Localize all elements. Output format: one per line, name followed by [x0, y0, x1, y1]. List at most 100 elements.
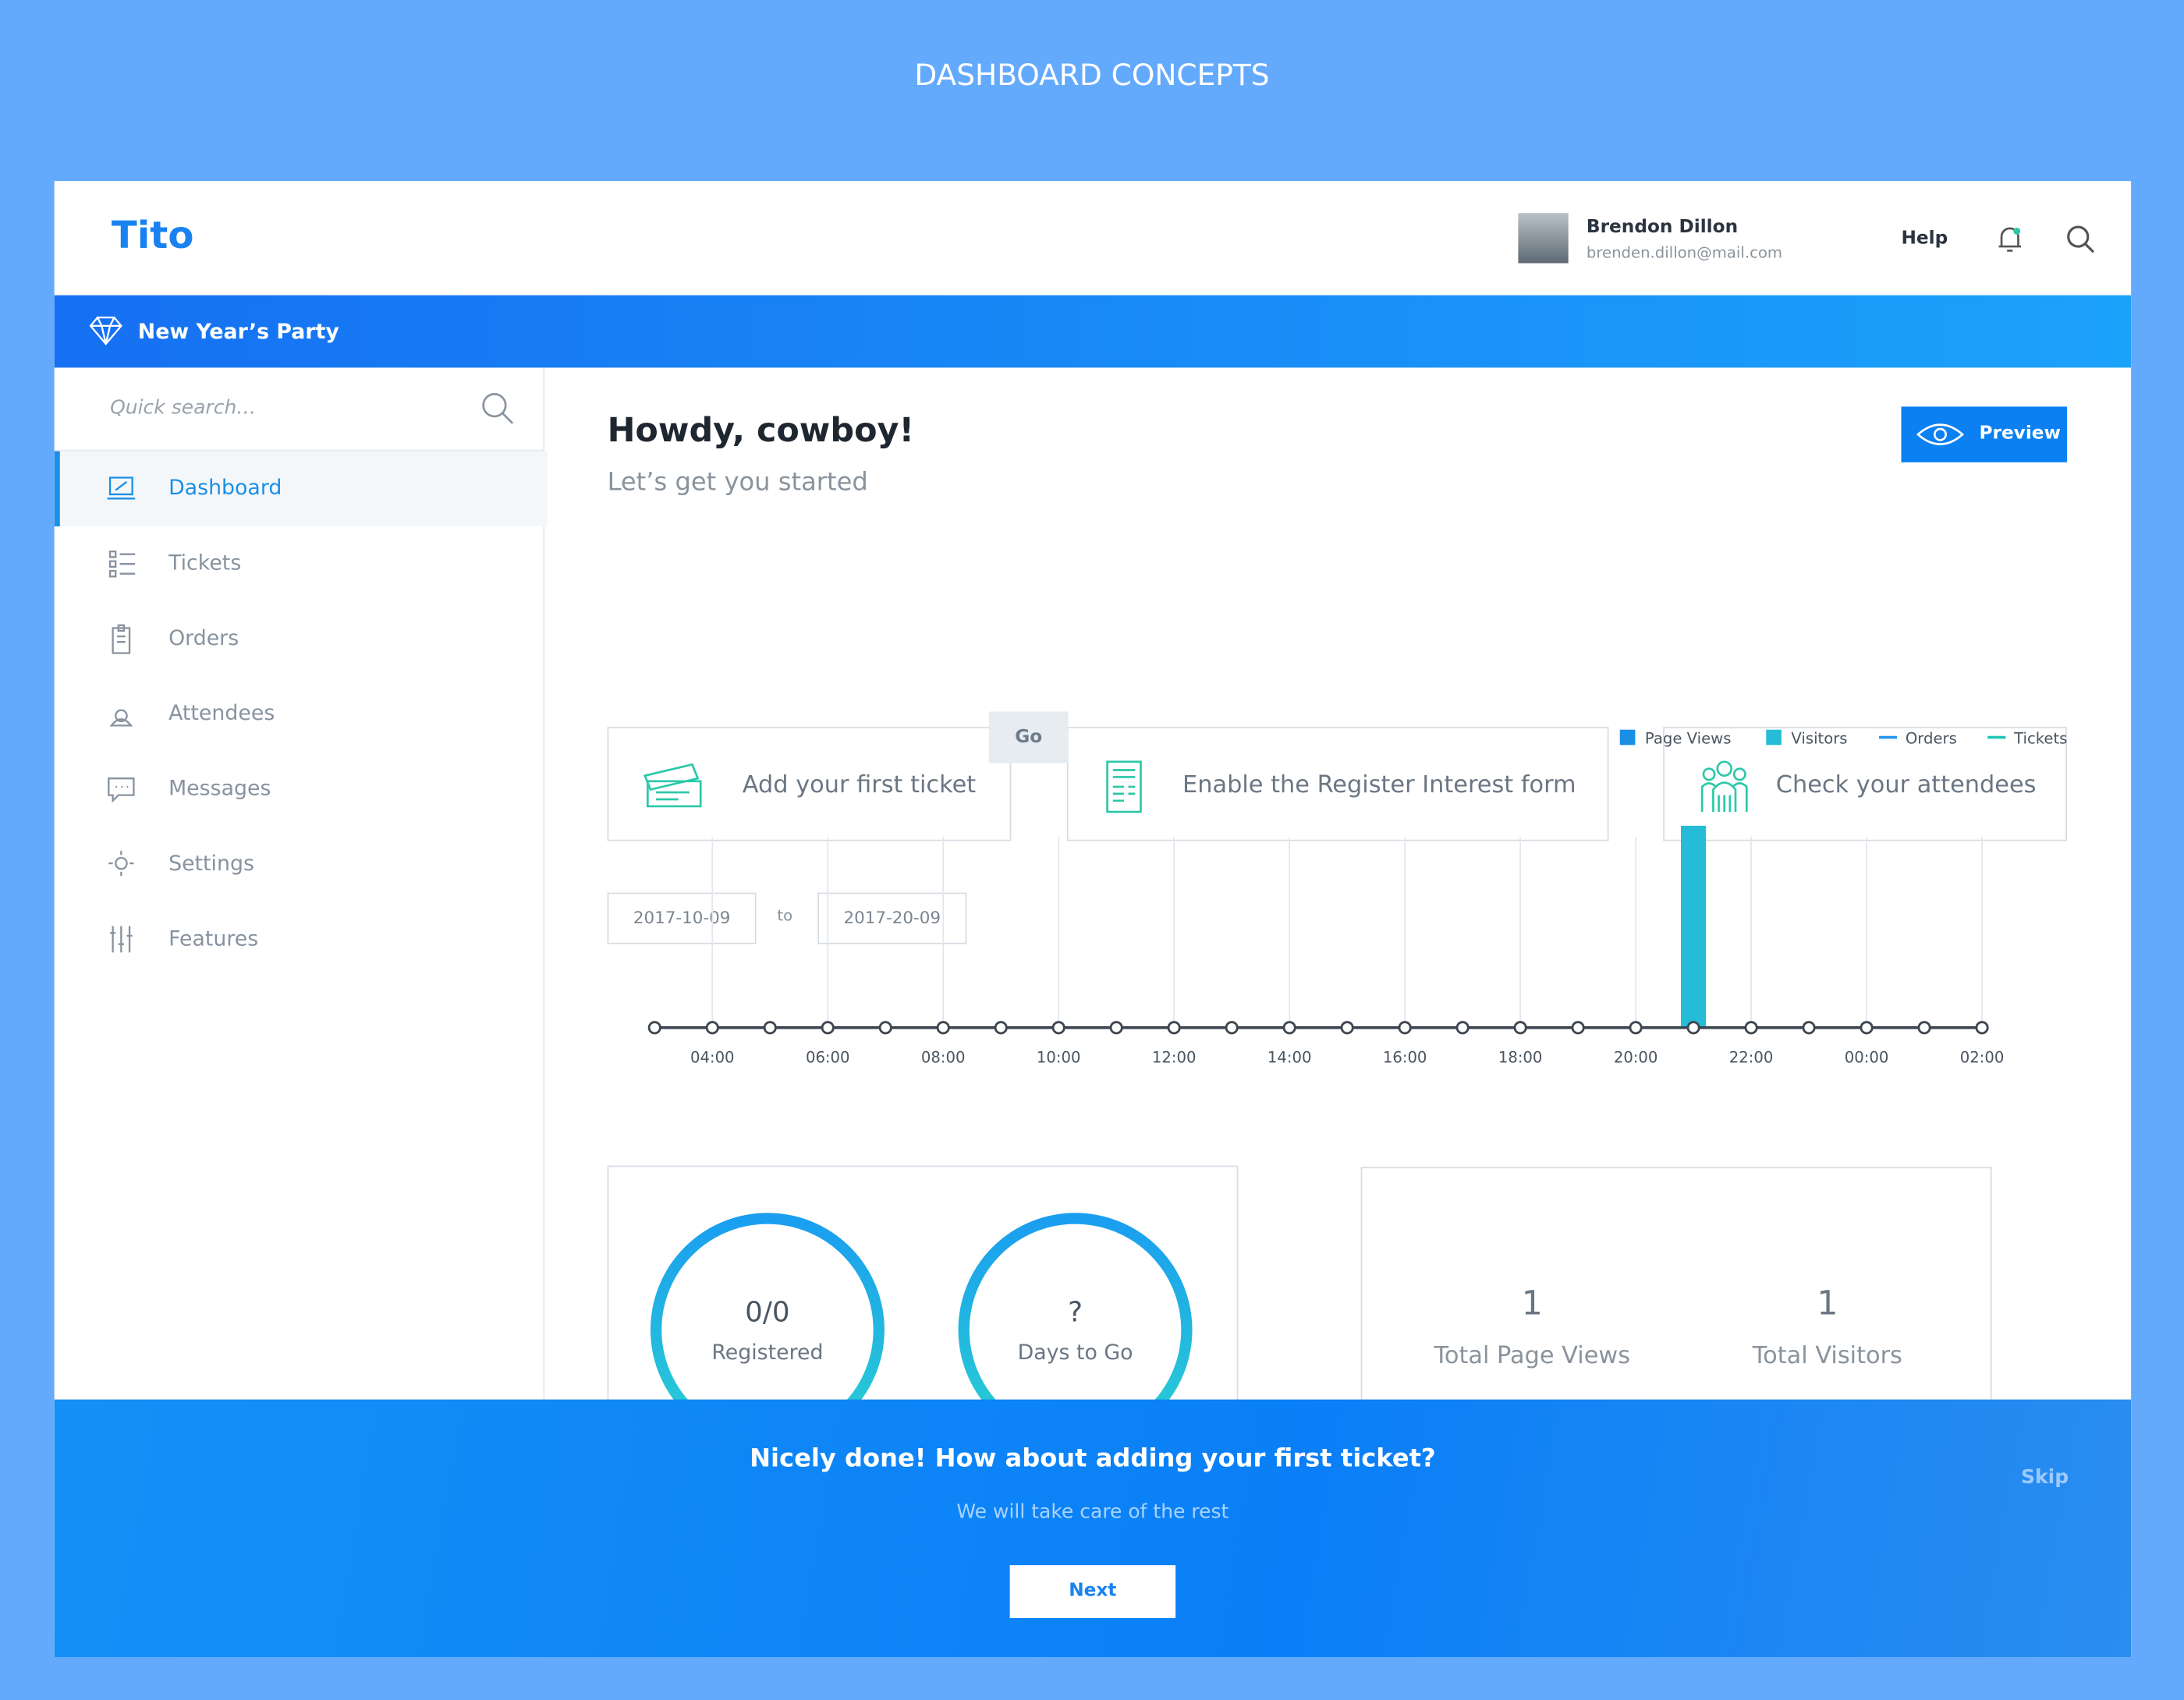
- axis-point: [994, 1021, 1008, 1035]
- event-icon: [89, 316, 122, 345]
- date-to[interactable]: 2017-20-09: [817, 892, 967, 944]
- event-bar: New Year’s Party: [54, 295, 2132, 368]
- nav-icon: [112, 624, 131, 654]
- nav-item[interactable]: Orders: [55, 601, 542, 676]
- nav-icon: [108, 851, 134, 877]
- axis-point: [1225, 1021, 1239, 1035]
- x-tick-label: 04:00: [690, 1048, 735, 1066]
- sidebar-search-icon[interactable]: [480, 391, 516, 427]
- page-views-value: 1: [1521, 1284, 1543, 1323]
- nav-icon: [107, 476, 136, 500]
- banner-title: Nicely done! How about adding your first…: [750, 1443, 1436, 1474]
- legend-swatch: [1619, 729, 1636, 746]
- nav-item[interactable]: Attendees: [55, 677, 542, 752]
- event-title[interactable]: New Year’s Party: [137, 318, 339, 345]
- preview-label: Preview: [1979, 423, 2061, 444]
- visitors-value: 1: [1817, 1284, 1838, 1323]
- axis-point: [1744, 1021, 1758, 1035]
- nav-label: Tickets: [168, 550, 242, 576]
- nav-item[interactable]: Dashboard: [54, 451, 548, 526]
- page-title: DASHBOARD CONCEPTS: [914, 58, 1270, 92]
- visitors-label: Total Visitors: [1752, 1342, 1902, 1371]
- logo[interactable]: Tito: [111, 214, 194, 258]
- axis-point: [763, 1021, 777, 1035]
- axis-point: [1051, 1021, 1065, 1035]
- axis-point: [1513, 1021, 1527, 1035]
- card-label: Add your first ticket: [742, 771, 977, 799]
- card[interactable]: Enable the Register Interest form: [1066, 727, 1609, 841]
- attendees-icon: [1700, 760, 1748, 813]
- help-link[interactable]: Help: [1901, 228, 1948, 250]
- eye-icon: [1916, 423, 1964, 445]
- card-label: Enable the Register Interest form: [1182, 771, 1576, 799]
- bar: [1681, 825, 1707, 1028]
- card[interactable]: Check your attendees: [1663, 727, 2067, 841]
- x-tick-label: 02:00: [1960, 1048, 2005, 1066]
- x-tick-label: 14:00: [1268, 1048, 1312, 1066]
- search-icon[interactable]: [2064, 223, 2097, 257]
- axis-point: [1802, 1021, 1816, 1035]
- x-tick-label: 06:00: [806, 1048, 850, 1066]
- nav-label: Orders: [168, 625, 239, 650]
- x-tick-label: 18:00: [1498, 1048, 1543, 1066]
- user-name[interactable]: Brendon Dillon: [1586, 217, 1739, 239]
- card-label: Check your attendees: [1775, 771, 2037, 799]
- x-tick-label: 12:00: [1152, 1048, 1197, 1066]
- legend-swatch: [1766, 729, 1782, 746]
- app: Tito Brendon Dillon brenden.dillon@mail.…: [54, 181, 2132, 1657]
- axis-point: [647, 1021, 661, 1035]
- nav-item[interactable]: Messages: [55, 752, 542, 827]
- axis-point: [1917, 1021, 1931, 1035]
- x-tick-label: 20:00: [1614, 1048, 1658, 1066]
- sidebar-divider: [543, 367, 545, 1657]
- greeting: Howdy, cowboy!: [607, 410, 915, 450]
- nav-item[interactable]: Features: [55, 902, 542, 977]
- user-email: brenden.dillon@mail.com: [1586, 243, 1783, 262]
- axis-point: [1860, 1021, 1874, 1035]
- x-tick-label: 10:00: [1037, 1048, 1081, 1066]
- nav-item[interactable]: Tickets: [55, 526, 542, 601]
- days-value: ?: [1068, 1294, 1083, 1329]
- page-views-label: Total Page Views: [1434, 1342, 1631, 1371]
- nav-icon: [109, 709, 133, 727]
- axis-point: [1109, 1021, 1123, 1035]
- subtitle: Let’s get you started: [607, 467, 868, 498]
- registered-value: 0/0: [745, 1294, 790, 1329]
- preview-button[interactable]: Preview: [1901, 406, 2067, 462]
- days-label: Days to Go: [1017, 1339, 1133, 1365]
- date-from[interactable]: 2017-10-09: [607, 892, 757, 944]
- axis-point: [1167, 1021, 1181, 1035]
- nav-label: Dashboard: [168, 474, 282, 501]
- date-to-label: to: [777, 906, 793, 925]
- axis-point: [1282, 1021, 1296, 1035]
- avatar[interactable]: [1518, 213, 1569, 264]
- nav-label: Features: [168, 926, 259, 951]
- legend-label: Page Views: [1645, 730, 1732, 748]
- card[interactable]: Add your first ticket: [607, 727, 1012, 841]
- banner-subtitle: We will take care of the rest: [956, 1500, 1229, 1524]
- legend-label: Visitors: [1791, 730, 1847, 748]
- axis-point: [821, 1021, 835, 1035]
- skip-link[interactable]: Skip: [2021, 1466, 2069, 1489]
- legend-label: Orders: [1906, 730, 1957, 748]
- go-button[interactable]: Go: [988, 711, 1069, 763]
- nav-label: Attendees: [168, 700, 275, 726]
- form-icon: [1106, 760, 1142, 813]
- onboarding-banner: Nicely done! How about adding your first…: [54, 1399, 2132, 1657]
- axis-point: [1571, 1021, 1585, 1035]
- x-tick-label: 08:00: [921, 1048, 966, 1066]
- axis-point: [705, 1021, 719, 1035]
- axis-point: [1398, 1021, 1412, 1035]
- next-button[interactable]: Next: [1009, 1565, 1176, 1618]
- registered-label: Registered: [711, 1339, 824, 1365]
- search-input[interactable]: Quick search…: [110, 396, 257, 420]
- legend-label: Tickets: [2013, 730, 2067, 748]
- chart: 04:00 06:00 08:00 10:00 12:00 14:00 16:00 18:00…: [647, 729, 2067, 1066]
- x-tick-label: 22:00: [1729, 1048, 1774, 1066]
- nav-icon: [110, 926, 133, 953]
- ticket-icon: [643, 763, 702, 808]
- x-tick-label: 00:00: [1845, 1048, 1889, 1066]
- notification-icon[interactable]: [1996, 223, 2024, 257]
- nav-item[interactable]: Settings: [55, 827, 542, 902]
